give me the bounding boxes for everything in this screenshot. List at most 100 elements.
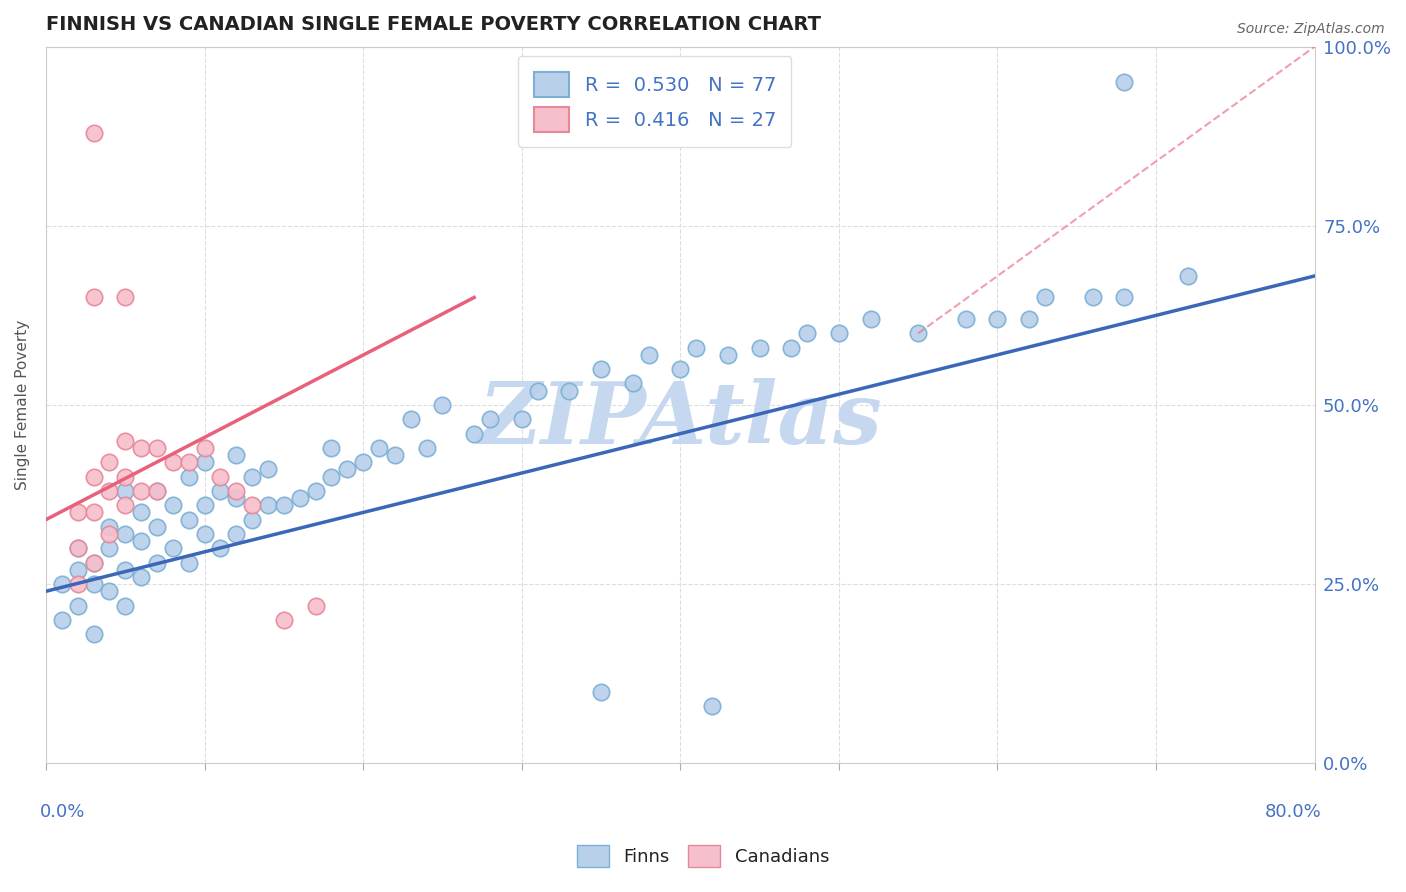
Point (83, 505, 105, 519)
Point (321, 469, 343, 483)
Point (780, 341, 803, 355)
Point (304, 483, 326, 498)
Point (66, 599, 89, 613)
Point (432, 398, 454, 412)
Point (796, 326, 818, 341)
Point (66, 541, 89, 556)
Point (83, 126, 105, 140)
Point (177, 556, 200, 570)
Point (637, 348, 659, 362)
Point (129, 534, 152, 549)
Point (146, 483, 169, 498)
Point (907, 326, 929, 341)
Point (717, 348, 740, 362)
Point (1018, 312, 1040, 326)
Point (114, 434, 136, 448)
Point (162, 541, 184, 556)
Point (146, 483, 169, 498)
Point (66, 577, 89, 591)
Point (162, 498, 184, 512)
Point (225, 527, 247, 541)
Point (288, 491, 311, 505)
Point (51, 613, 73, 627)
Point (114, 527, 136, 541)
Point (98, 483, 121, 498)
Point (129, 483, 152, 498)
Point (415, 441, 437, 455)
Point (510, 412, 533, 426)
Text: ZIPAtlas: ZIPAtlas (478, 377, 882, 461)
Point (98, 541, 121, 556)
Point (304, 599, 326, 613)
Point (177, 455, 200, 469)
Point (114, 290, 136, 304)
Point (321, 441, 343, 455)
Point (986, 312, 1008, 326)
Point (526, 384, 548, 398)
Point (193, 441, 215, 455)
Point (98, 584, 121, 599)
Point (66, 563, 89, 577)
Point (368, 441, 391, 455)
Point (225, 491, 247, 505)
Point (83, 556, 105, 570)
Point (114, 563, 136, 577)
Point (162, 455, 184, 469)
Point (240, 498, 263, 512)
Point (193, 527, 215, 541)
Point (193, 498, 215, 512)
Point (685, 341, 707, 355)
Point (146, 520, 169, 534)
Point (463, 426, 485, 441)
Point (1081, 290, 1104, 304)
Y-axis label: Single Female Poverty: Single Female Poverty (15, 320, 30, 490)
Point (146, 441, 169, 455)
Point (225, 448, 247, 462)
Text: FINNISH VS CANADIAN SINGLE FEMALE POVERTY CORRELATION CHART: FINNISH VS CANADIAN SINGLE FEMALE POVERT… (46, 15, 821, 34)
Point (114, 498, 136, 512)
Point (146, 556, 169, 570)
Point (51, 577, 73, 591)
Point (129, 570, 152, 584)
Point (700, 698, 723, 713)
Point (257, 462, 280, 476)
Point (955, 312, 977, 326)
Point (257, 498, 280, 512)
Point (1114, 75, 1136, 89)
Point (98, 455, 121, 469)
Text: 80.0%: 80.0% (1264, 803, 1322, 821)
Point (177, 469, 200, 483)
Point (384, 448, 406, 462)
Point (98, 527, 121, 541)
Point (748, 341, 770, 355)
Point (1114, 290, 1136, 304)
Point (273, 613, 295, 627)
Point (209, 469, 232, 483)
Point (83, 577, 105, 591)
Text: Source: ZipAtlas.com: Source: ZipAtlas.com (1237, 22, 1385, 37)
Point (669, 362, 692, 376)
Point (66, 505, 89, 519)
Point (240, 469, 263, 483)
Point (114, 469, 136, 483)
Text: 0.0%: 0.0% (39, 803, 84, 821)
Point (1033, 290, 1056, 304)
Point (589, 684, 612, 698)
Point (129, 505, 152, 519)
Point (114, 483, 136, 498)
Point (399, 412, 422, 426)
Legend: Finns, Canadians: Finns, Canadians (569, 838, 837, 874)
Point (1177, 268, 1199, 283)
Point (209, 541, 232, 556)
Point (828, 326, 851, 341)
Point (859, 312, 882, 326)
Point (98, 520, 121, 534)
Point (193, 455, 215, 469)
Point (558, 384, 581, 398)
Point (83, 556, 105, 570)
Point (83, 627, 105, 641)
Point (273, 498, 295, 512)
Legend: R =  0.530   N = 77, R =  0.416   N = 27: R = 0.530 N = 77, R = 0.416 N = 27 (519, 56, 792, 147)
Point (240, 513, 263, 527)
Point (66, 541, 89, 556)
